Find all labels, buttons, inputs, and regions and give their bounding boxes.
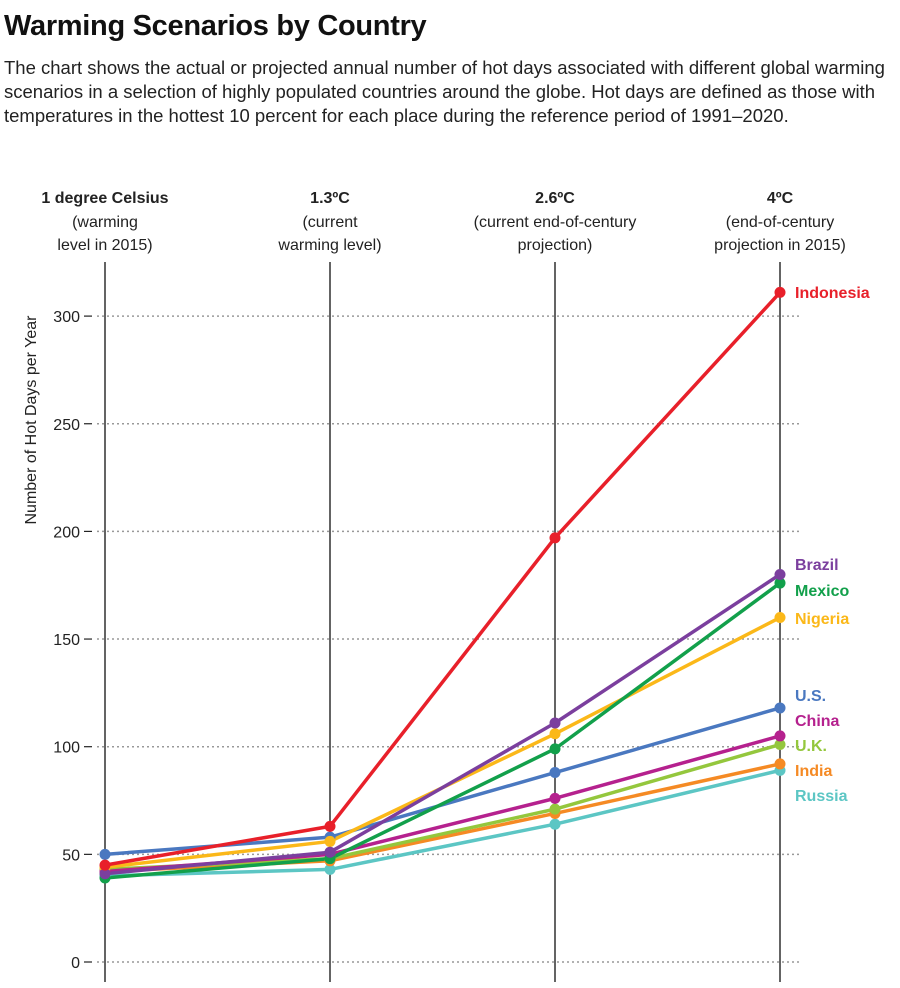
data-point-Brazil	[774, 568, 786, 580]
series-line-Mexico	[104, 581, 782, 880]
y-tick-label: 250	[53, 417, 80, 434]
y-tick-label: 50	[62, 847, 80, 864]
series-label-China: China	[795, 713, 840, 730]
category-title: 4ºC	[767, 190, 794, 207]
category-description: (current end-of-century	[474, 214, 637, 231]
series-label-Russia: Russia	[795, 788, 848, 805]
category-description: (warming	[72, 214, 138, 231]
y-tick-label: 200	[53, 524, 80, 541]
data-point-India	[774, 758, 786, 770]
data-point-Brazil	[549, 717, 561, 729]
data-point-China	[549, 792, 561, 804]
chart-subtitle: The chart shows the actual or projected …	[4, 57, 885, 126]
data-point-Russia	[324, 863, 336, 875]
data-point-Nigeria	[774, 612, 786, 624]
category-description: warming level)	[277, 237, 381, 254]
data-point-U.S.	[99, 848, 111, 860]
data-point-Mexico	[774, 577, 786, 589]
data-point-China	[774, 730, 786, 742]
data-point-Nigeria	[324, 835, 336, 847]
data-point-Mexico	[549, 743, 561, 755]
category-description: level in 2015)	[57, 237, 152, 254]
y-tick-label: 0	[71, 955, 80, 972]
data-point-Indonesia	[99, 859, 111, 871]
y-tick-label: 150	[53, 632, 80, 649]
data-point-Brazil	[324, 846, 336, 858]
y-tick-label: 100	[53, 740, 80, 757]
data-point-Indonesia	[549, 532, 561, 544]
data-point-U.K.	[774, 739, 786, 751]
chart-title: Warming Scenarios by Country	[4, 10, 427, 42]
data-point-Indonesia	[774, 286, 786, 298]
data-point-Indonesia	[324, 820, 336, 832]
category-title: 1.3ºC	[310, 190, 350, 207]
category-description: (end-of-century	[726, 214, 835, 231]
series-label-U.S.: U.S.	[795, 688, 826, 705]
series-label-Nigeria: Nigeria	[795, 611, 849, 628]
series-label-U.K.: U.K.	[795, 738, 827, 755]
series-line-Indonesia	[104, 291, 782, 867]
series-line-Nigeria	[104, 615, 781, 870]
data-point-Russia	[549, 818, 561, 830]
category-title: 1 degree Celsius	[41, 190, 168, 207]
series-label-India: India	[795, 763, 832, 780]
data-point-Nigeria	[549, 728, 561, 740]
data-point-U.S.	[549, 767, 561, 779]
series-line-India	[104, 762, 781, 874]
category-description: projection in 2015)	[714, 237, 846, 254]
series-line-Brazil	[104, 572, 781, 876]
category-description: projection)	[518, 237, 593, 254]
series-label-Mexico: Mexico	[795, 583, 849, 600]
y-tick-label: 300	[53, 309, 80, 326]
series-line-Russia	[104, 768, 781, 878]
data-point-U.S.	[774, 702, 786, 714]
category-title: 2.6ºC	[535, 190, 575, 207]
series-label-Indonesia: Indonesia	[795, 285, 870, 302]
data-point-Brazil	[99, 868, 111, 880]
category-description: (current	[302, 214, 358, 231]
series-label-Brazil: Brazil	[795, 557, 839, 574]
y-axis-label: Number of Hot Days per Year	[23, 315, 40, 525]
data-point-U.K.	[549, 803, 561, 815]
